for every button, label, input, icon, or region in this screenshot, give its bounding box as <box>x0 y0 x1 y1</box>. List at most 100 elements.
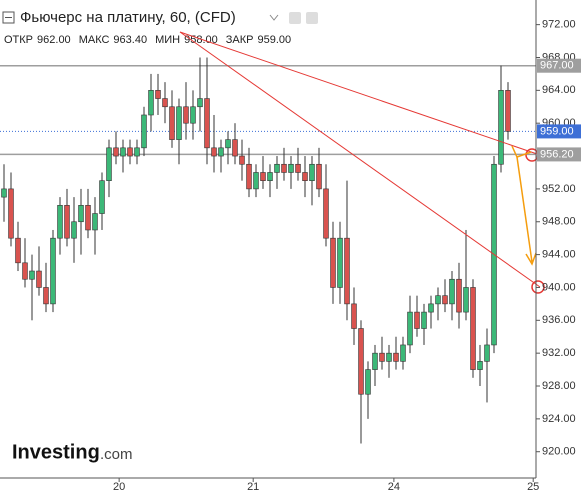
candle-body <box>414 311 420 329</box>
candle-body <box>288 163 294 173</box>
plot-area <box>0 57 536 444</box>
candle-body <box>29 270 35 280</box>
trend-line <box>179 31 541 288</box>
candle-body <box>379 352 385 362</box>
settings-icon[interactable] <box>306 12 318 24</box>
header: Фьючерс на платину, 60, (CFD) ОТКР 962.00… <box>2 9 318 46</box>
candle-body <box>295 163 301 173</box>
candle-body <box>50 237 56 305</box>
x-tick-label: 25 <box>527 481 539 490</box>
candle-body <box>113 147 119 157</box>
candle-body <box>274 163 280 173</box>
candle-body <box>449 278 455 305</box>
candle-body <box>407 311 413 346</box>
y-tick-label: 936.00 <box>542 314 576 326</box>
candle-body <box>190 106 196 124</box>
candle-body <box>400 344 406 362</box>
candle-body <box>155 90 161 99</box>
y-tick-label: 932.00 <box>542 347 576 359</box>
y-tick-label: 972.00 <box>542 19 576 31</box>
candle-body <box>106 147 112 181</box>
ohlc-label: ОТКР <box>4 34 33 46</box>
ohlc-label: МИН <box>155 34 180 46</box>
candle-body <box>428 303 434 313</box>
candle-body <box>358 328 364 395</box>
arrow-head <box>525 252 537 266</box>
ohlc-value: 963.40 <box>113 34 147 46</box>
candle-body <box>218 147 224 157</box>
price-tag <box>537 124 581 139</box>
watermark-suffix: .com <box>100 446 133 463</box>
candle-body <box>484 344 490 362</box>
candle-body <box>281 163 287 173</box>
y-tick-label: 944.00 <box>542 249 576 261</box>
candle-body <box>57 205 63 239</box>
x-tick-label: 24 <box>388 481 400 490</box>
candle-body <box>498 90 504 165</box>
candle-body <box>365 369 371 395</box>
candle-body <box>64 205 70 239</box>
y-tick-label: 920.00 <box>542 446 576 458</box>
candle-body <box>183 106 189 124</box>
y-tick-label: 952.00 <box>542 183 576 195</box>
arrow <box>511 145 532 158</box>
candle-body <box>197 98 203 108</box>
candle-body <box>1 188 7 198</box>
trend-line <box>179 31 541 156</box>
candle-body <box>309 163 315 181</box>
price-tag-label: 959.00 <box>540 125 574 137</box>
y-tick-label: 924.00 <box>542 413 576 425</box>
candle-body <box>239 155 245 165</box>
candle-body <box>22 262 28 280</box>
watermark: Investing <box>12 441 100 463</box>
arrow <box>516 156 533 263</box>
candle-body <box>393 352 399 362</box>
candle-body <box>162 98 168 108</box>
candle-body <box>43 287 49 305</box>
candle-body <box>351 303 357 329</box>
candle-body <box>71 221 77 239</box>
candle-body <box>99 180 105 214</box>
y-tick-label: 948.00 <box>542 216 576 228</box>
price-tag-label: 967.00 <box>540 60 574 72</box>
y-tick-label: 940.00 <box>542 281 576 293</box>
marker-circle <box>531 280 545 294</box>
candle-body <box>337 237 343 288</box>
eye-icon[interactable] <box>289 12 301 24</box>
candle-body <box>127 147 133 157</box>
ohlc-label: МАКС <box>79 34 110 46</box>
candle-body <box>141 114 147 149</box>
candle-body <box>330 237 336 288</box>
candle-body <box>456 278 462 313</box>
collapse-icon[interactable] <box>2 11 15 24</box>
y-tick-label: 964.00 <box>542 84 576 96</box>
candle-body <box>505 90 511 132</box>
dropdown-icon[interactable] <box>269 14 279 21</box>
ohlc-value: 962.00 <box>37 34 71 46</box>
candle-body <box>463 287 469 313</box>
candle-body <box>211 147 217 157</box>
candle-body <box>92 213 98 231</box>
price-tag <box>537 58 581 73</box>
ohlc-info: ОТКР 962.00 МАКС 963.40 МИН 958.00 ЗАКР 959.00 <box>4 34 291 46</box>
candle-body <box>8 188 14 239</box>
candle-body <box>435 295 441 305</box>
candle-body <box>225 139 231 149</box>
candle-body <box>477 361 483 370</box>
ohlc-value: 959.00 <box>257 34 291 46</box>
candle-body <box>246 163 252 190</box>
candle-body <box>85 205 91 231</box>
candle-body <box>421 311 427 329</box>
candle-body <box>36 270 42 288</box>
candle-body <box>372 352 378 370</box>
price-tag <box>537 147 581 162</box>
candle-body <box>470 287 476 370</box>
x-tick-label: 20 <box>113 481 125 490</box>
candle-body <box>323 188 329 239</box>
chart-title: Фьючерс на платину, 60, (CFD) <box>20 9 236 26</box>
candle-body <box>169 106 175 140</box>
price-tag-label: 956.20 <box>540 148 574 160</box>
candle-body <box>176 106 182 140</box>
candle-body <box>267 172 273 181</box>
x-tick-label: 21 <box>247 481 259 490</box>
